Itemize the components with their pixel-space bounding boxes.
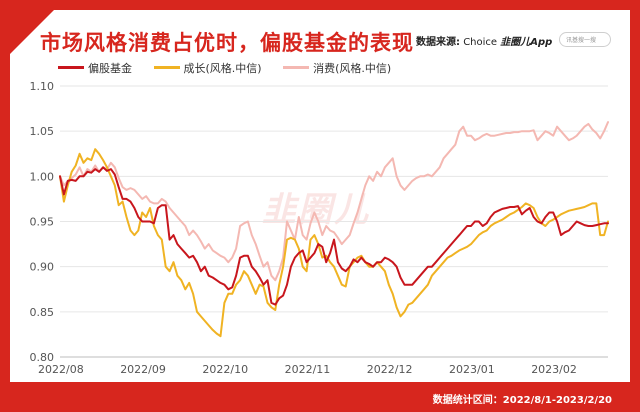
series-line-consumer bbox=[59, 121, 609, 282]
legend-label-fund: 偏股基金 bbox=[88, 61, 132, 75]
legend-swatch-fund bbox=[58, 66, 84, 69]
y-tick-label-2: 0.90 bbox=[30, 261, 55, 274]
stat-range: 数据统计区间：2022/8/1-2023/2/20 bbox=[432, 395, 612, 406]
series-line-fund bbox=[59, 166, 609, 306]
legend-item-consumer: 消费(风格.中信) bbox=[283, 60, 391, 76]
legend-item-growth: 成长(风格.中信) bbox=[153, 60, 262, 76]
page-title: 市场风格消费占优时，偏股基金的表现 bbox=[40, 31, 414, 55]
legend-item-fund: 偏股基金 bbox=[58, 60, 132, 76]
legend-label-consumer: 消费(风格.中信) bbox=[313, 61, 392, 75]
y-tick-label-6: 1.10 bbox=[30, 80, 55, 93]
chart-card bbox=[10, 10, 630, 382]
y-tick-label-4: 1.00 bbox=[30, 170, 55, 183]
watermark-logo: 韭圈儿 bbox=[262, 190, 370, 230]
source-label: 数据来源: bbox=[416, 37, 460, 48]
data-source: 数据来源: Choice 韭圈儿App bbox=[416, 33, 552, 48]
y-tick-label-0: 0.80 bbox=[30, 351, 55, 364]
search-box[interactable]: 讯基搜一搜 bbox=[559, 32, 611, 47]
x-tick-label-2: 2022/10 bbox=[202, 363, 248, 376]
y-tick-label-3: 0.95 bbox=[30, 216, 55, 229]
source-name: Choice bbox=[463, 37, 498, 48]
chart-legend: 偏股基金 成长(风格.中信) 消费(风格.中信) bbox=[58, 59, 409, 76]
x-tick-label-6: 2023/02 bbox=[531, 363, 577, 376]
source-app: 韭圈儿App bbox=[500, 37, 553, 48]
x-tick-label-3: 2022/11 bbox=[285, 363, 331, 376]
title-corner-accent bbox=[10, 10, 54, 54]
legend-swatch-consumer bbox=[283, 66, 310, 69]
legend-label-growth: 成长(风格.中信) bbox=[183, 61, 262, 75]
x-tick-label-0: 2022/08 bbox=[38, 363, 84, 376]
x-tick-label-5: 2023/01 bbox=[449, 363, 495, 376]
series-line-growth bbox=[59, 148, 609, 338]
x-tick-label-1: 2022/09 bbox=[120, 363, 166, 376]
y-tick-label-5: 1.05 bbox=[30, 125, 55, 138]
x-tick-label-4: 2022/12 bbox=[367, 363, 413, 376]
y-tick-label-1: 0.85 bbox=[30, 306, 55, 319]
legend-swatch-growth bbox=[153, 66, 180, 69]
